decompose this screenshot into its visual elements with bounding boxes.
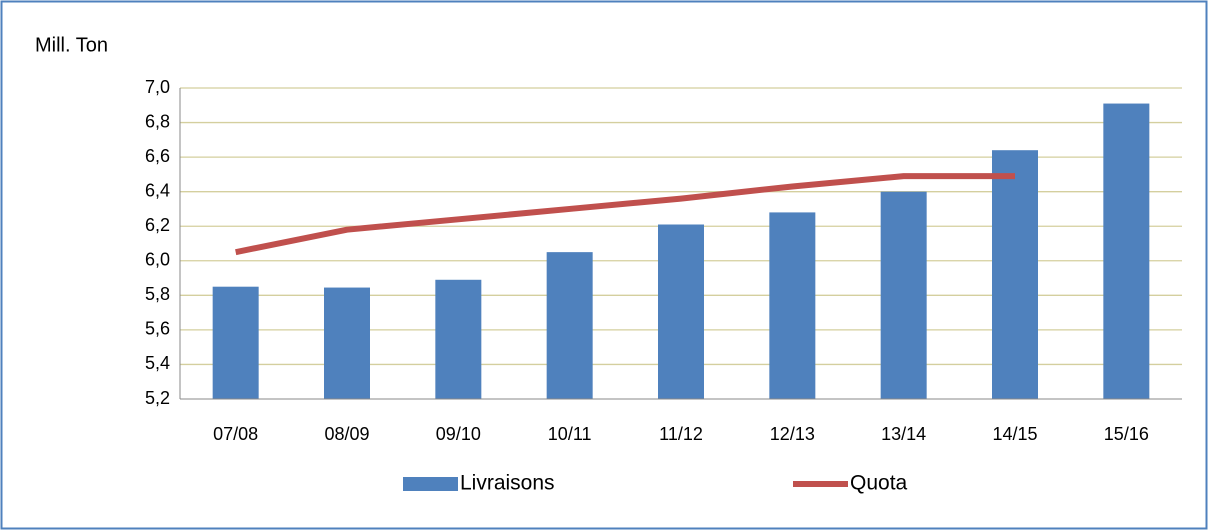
bar (769, 212, 816, 399)
y-axis-label: Mill. Ton (35, 34, 108, 56)
y-tick-label: 6,2 (145, 215, 170, 235)
y-tick-label: 5,6 (145, 319, 170, 339)
y-tick-label: 6,8 (145, 111, 170, 131)
legend-swatch (403, 477, 458, 491)
x-tick-label: 15/16 (1104, 424, 1149, 444)
x-tick-label: 13/14 (881, 424, 926, 444)
bar (212, 286, 259, 399)
x-tick-label: 10/11 (548, 424, 592, 444)
x-tick-label: 11/12 (659, 424, 703, 444)
x-tick-label: 07/08 (213, 424, 258, 444)
x-tick-label: 08/09 (324, 424, 369, 444)
bar (435, 279, 482, 399)
bar (324, 287, 370, 399)
x-tick-label: 14/15 (992, 424, 1037, 444)
legend-label: Livraisons (460, 472, 555, 495)
y-tick-label: 5,4 (145, 353, 170, 373)
bar (1103, 103, 1150, 400)
y-tick-label: 5,8 (145, 284, 170, 304)
y-tick-label: 5,2 (145, 388, 170, 408)
legend-label: Quota (850, 472, 908, 495)
y-tick-label: 7,0 (145, 77, 170, 97)
x-tick-label: 12/13 (770, 424, 815, 444)
bar (880, 191, 927, 399)
x-tick-label: 09/10 (436, 424, 481, 444)
bar (658, 224, 704, 399)
bar (546, 252, 593, 399)
y-tick-label: 6,0 (145, 250, 170, 270)
y-tick-label: 6,4 (145, 180, 170, 200)
bar (992, 150, 1038, 399)
line (235, 173, 1015, 256)
y-tick-label: 6,6 (145, 146, 170, 166)
